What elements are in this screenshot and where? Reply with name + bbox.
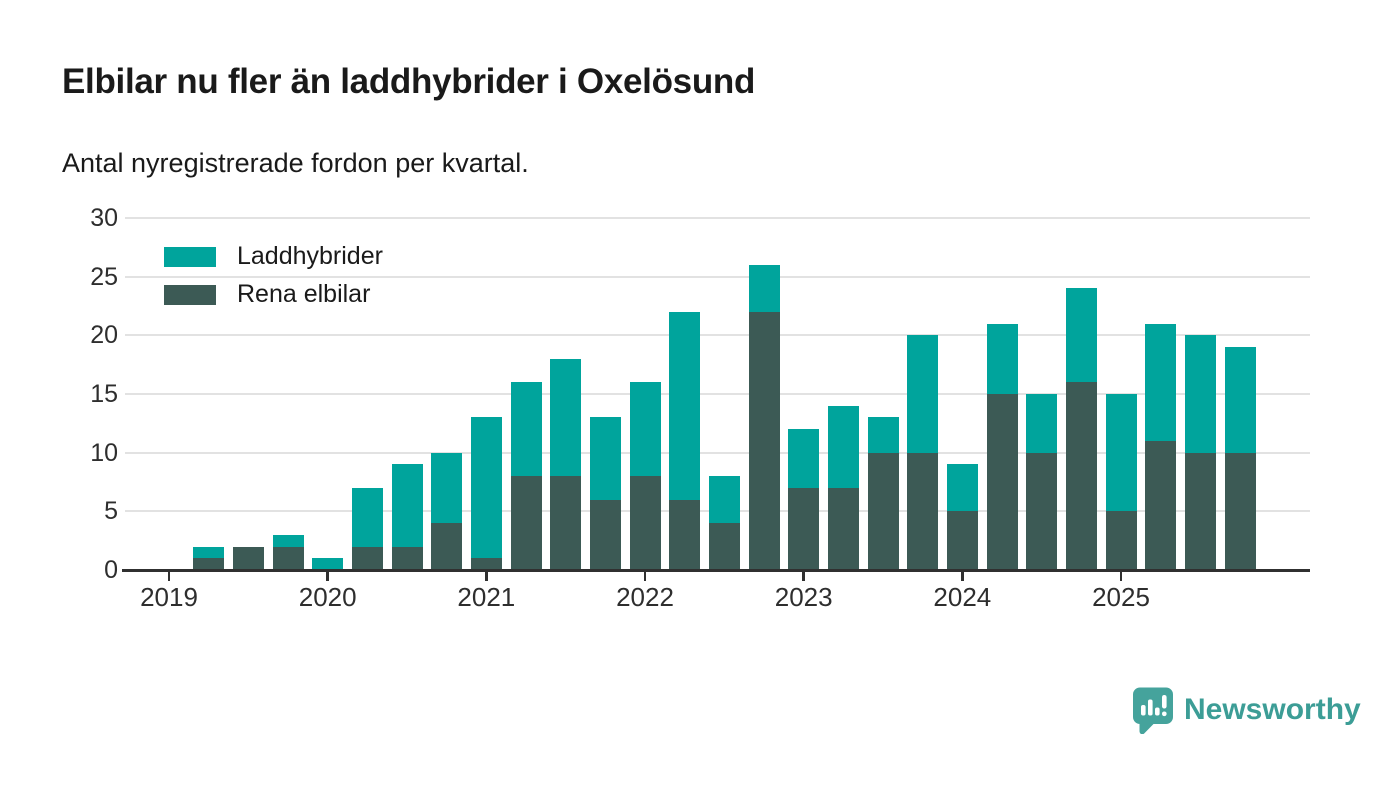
legend-item-laddhybrider: Laddhybrider <box>164 244 383 269</box>
bar-2025-q2-rena-elbilar <box>1145 441 1176 570</box>
x-axis-tick-2021 <box>485 572 488 581</box>
newsworthy-speech-bubble-bar-chart-icon <box>1131 686 1175 734</box>
bar-2020-q4-rena-elbilar <box>431 523 462 570</box>
x-axis-label-2025: 2025 <box>1051 584 1191 610</box>
x-axis-label-2024: 2024 <box>892 584 1032 610</box>
bar-2021-q4-laddhybrider <box>590 417 621 499</box>
legend-label-laddhybrider: Laddhybrider <box>237 244 383 269</box>
legend-item-rena-elbilar: Rena elbilar <box>164 282 383 307</box>
x-axis-tick-2025 <box>1120 572 1123 581</box>
bar-2021-q3-rena-elbilar <box>550 476 581 570</box>
bar-2021-q4-rena-elbilar <box>590 500 621 570</box>
bar-2024-q1-laddhybrider <box>947 464 978 511</box>
x-axis-line <box>122 569 1310 572</box>
bar-2024-q2-laddhybrider <box>987 324 1018 394</box>
bar-2025-q1-laddhybrider <box>1106 394 1137 511</box>
bar-2022-q3-rena-elbilar <box>709 523 740 570</box>
x-axis-tick-2022 <box>644 572 647 581</box>
legend-swatch-rena-elbilar <box>164 285 216 305</box>
bar-2021-q3-laddhybrider <box>550 359 581 476</box>
y-axis-label-25: 25 <box>40 264 118 290</box>
x-axis-label-2022: 2022 <box>575 584 715 610</box>
bar-2020-q3-laddhybrider <box>392 464 423 546</box>
bar-2021-q2-rena-elbilar <box>511 476 542 570</box>
x-axis-label-2019: 2019 <box>99 584 239 610</box>
newsworthy-logo-text: Newsworthy <box>1184 695 1361 725</box>
bar-2022-q2-rena-elbilar <box>669 500 700 570</box>
gridline-y-30 <box>125 217 1310 219</box>
bar-2024-q3-laddhybrider <box>1026 394 1057 453</box>
bar-2023-q2-laddhybrider <box>828 406 859 488</box>
bar-2024-q2-rena-elbilar <box>987 394 1018 570</box>
bar-2025-q3-laddhybrider <box>1185 335 1216 452</box>
stacked-bar-chart: 0510152025302019202020212022202320242025 <box>0 0 1400 793</box>
bar-2023-q3-laddhybrider <box>868 417 899 452</box>
x-axis-tick-2020 <box>326 572 329 581</box>
bar-2022-q4-rena-elbilar <box>749 312 780 570</box>
bar-2024-q4-laddhybrider <box>1066 288 1097 382</box>
x-axis-label-2021: 2021 <box>416 584 556 610</box>
bar-2022-q2-laddhybrider <box>669 312 700 500</box>
bar-2025-q1-rena-elbilar <box>1106 511 1137 570</box>
bar-2022-q1-laddhybrider <box>630 382 661 476</box>
bar-2024-q1-rena-elbilar <box>947 511 978 570</box>
x-axis-tick-2023 <box>802 572 805 581</box>
y-axis-label-0: 0 <box>40 557 118 583</box>
x-axis-tick-2024 <box>961 572 964 581</box>
bar-2024-q4-rena-elbilar <box>1066 382 1097 570</box>
bar-2025-q2-laddhybrider <box>1145 324 1176 441</box>
y-axis-label-20: 20 <box>40 322 118 348</box>
bar-2019-q4-rena-elbilar <box>273 547 304 570</box>
chart-legend: Laddhybrider Rena elbilar <box>164 244 383 307</box>
bar-2025-q3-rena-elbilar <box>1185 453 1216 570</box>
bar-2023-q4-laddhybrider <box>907 335 938 452</box>
y-axis-label-5: 5 <box>40 498 118 524</box>
y-axis-label-30: 30 <box>40 205 118 231</box>
bar-2025-q4-rena-elbilar <box>1225 453 1256 570</box>
y-axis-label-15: 15 <box>40 381 118 407</box>
legend-swatch-laddhybrider <box>164 247 216 267</box>
bar-2021-q1-laddhybrider <box>471 417 502 558</box>
bar-2019-q3-rena-elbilar <box>233 547 264 570</box>
bar-2022-q3-laddhybrider <box>709 476 740 523</box>
y-axis-label-10: 10 <box>40 440 118 466</box>
bar-2023-q1-rena-elbilar <box>788 488 819 570</box>
bar-2020-q2-rena-elbilar <box>352 547 383 570</box>
bar-2024-q3-rena-elbilar <box>1026 453 1057 570</box>
bar-2023-q2-rena-elbilar <box>828 488 859 570</box>
x-axis-label-2020: 2020 <box>258 584 398 610</box>
bar-2023-q1-laddhybrider <box>788 429 819 488</box>
x-axis-tick-2019 <box>168 572 171 581</box>
gridline-y-20 <box>125 334 1310 336</box>
bar-2025-q4-laddhybrider <box>1225 347 1256 453</box>
bar-2020-q4-laddhybrider <box>431 453 462 523</box>
bar-2023-q4-rena-elbilar <box>907 453 938 570</box>
bar-2020-q2-laddhybrider <box>352 488 383 547</box>
bar-2019-q2-laddhybrider <box>193 547 224 559</box>
bar-2019-q4-laddhybrider <box>273 535 304 547</box>
bar-2021-q2-laddhybrider <box>511 382 542 476</box>
bar-2022-q4-laddhybrider <box>749 265 780 312</box>
legend-label-rena-elbilar: Rena elbilar <box>237 282 370 307</box>
newsworthy-logo: Newsworthy <box>1131 686 1361 734</box>
x-axis-label-2023: 2023 <box>734 584 874 610</box>
bar-2023-q3-rena-elbilar <box>868 453 899 570</box>
bar-2020-q3-rena-elbilar <box>392 547 423 570</box>
bar-2022-q1-rena-elbilar <box>630 476 661 570</box>
